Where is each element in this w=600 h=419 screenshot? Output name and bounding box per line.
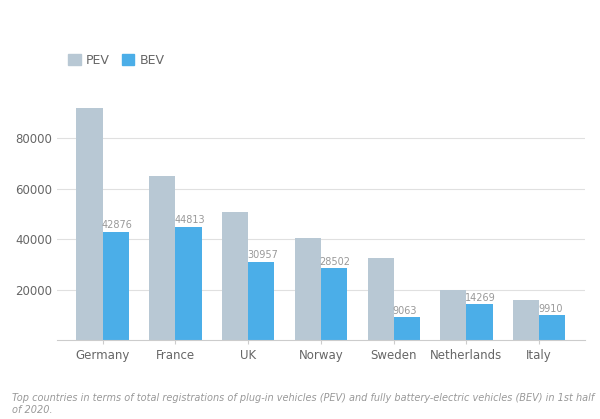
Bar: [103, 232, 129, 340]
Bar: [295, 238, 321, 340]
Bar: [149, 176, 175, 340]
Bar: [248, 262, 274, 340]
Text: 28502: 28502: [320, 257, 350, 266]
Bar: [539, 315, 565, 340]
Text: 42876: 42876: [101, 220, 132, 230]
Bar: [440, 290, 466, 340]
Bar: [513, 300, 539, 340]
Bar: [175, 227, 202, 340]
Bar: [368, 259, 394, 340]
Text: 30957: 30957: [247, 251, 278, 261]
Bar: [466, 304, 493, 340]
Text: Top countries in terms of total registrations of plug-in vehicles (PEV) and full: Top countries in terms of total registra…: [12, 393, 594, 415]
Bar: [321, 268, 347, 340]
Text: 14269: 14269: [465, 292, 496, 303]
Text: 9910: 9910: [538, 303, 562, 313]
Legend: PEV, BEV: PEV, BEV: [63, 49, 169, 72]
Bar: [76, 108, 103, 340]
Bar: [394, 317, 420, 340]
Text: 9063: 9063: [392, 306, 417, 316]
Bar: [222, 212, 248, 340]
Text: 44813: 44813: [174, 215, 205, 225]
